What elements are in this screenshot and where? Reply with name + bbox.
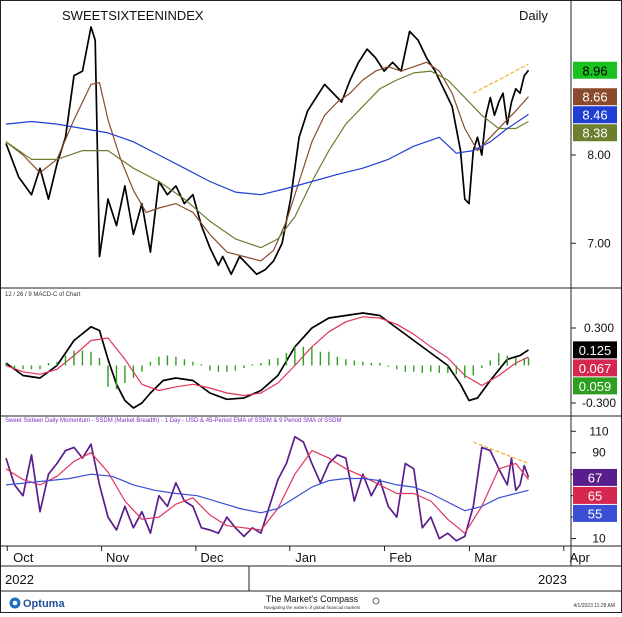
y-tick-label: 7.00: [587, 236, 611, 250]
value-label-text: 0.067: [579, 361, 612, 376]
optuma-logo-text: Optuma: [23, 598, 65, 610]
value-label-text: 8.46: [582, 108, 607, 123]
macd-panel-title: 12 / 26 / 9 MACD-C of Chart: [5, 292, 81, 298]
value-label: 0.059: [573, 377, 617, 395]
y-tick-label: 0.300: [584, 321, 614, 335]
month-label: Dec: [200, 550, 224, 565]
value-label-box: [573, 468, 617, 486]
ssdm-ema_45-line: [5, 473, 529, 514]
compass-icon: [372, 597, 380, 605]
optuma-logo: Optuma: [9, 597, 65, 610]
panel-dividers: [1, 1, 621, 592]
chart-period: Daily: [519, 8, 548, 23]
value-label-text: 0.059: [579, 379, 612, 394]
year-right: 2023: [538, 572, 567, 587]
value-label-text: 8.38: [582, 126, 607, 141]
brand-tagline: Navigating the waters of global financia…: [264, 605, 361, 610]
series-layer: [5, 26, 530, 542]
brand-name: The Market's Compass: [266, 594, 359, 604]
value-label: 8.46: [573, 106, 617, 124]
macd-signal-line: [5, 316, 529, 397]
value-label-box: [573, 124, 617, 142]
value-label: 55: [573, 504, 617, 522]
price-trendline-line: [473, 63, 529, 94]
value-label-text: 0.125: [579, 343, 612, 358]
optuma-logo-dot: [12, 600, 18, 606]
month-label: Feb: [389, 550, 411, 565]
value-label-layer: 8.96 8.66 8.46 8.38 0.125 0.067 0.059 67 65 55: [573, 61, 617, 522]
chart-title: SWEETSIXTEENINDEX: [62, 8, 204, 23]
price-sma_100-line: [5, 113, 529, 196]
y-tick-label: 10: [592, 532, 606, 546]
price-ema_10-line: [5, 61, 529, 262]
ssdm-panel-title: Sweet Sixteen Daily Momentum - SSDM (Mar…: [5, 418, 341, 424]
value-label: 8.38: [573, 124, 617, 142]
value-label-text: 8.66: [582, 90, 607, 105]
year-left: 2022: [5, 572, 34, 587]
value-label-text: 67: [588, 470, 602, 485]
month-label: Apr: [570, 550, 591, 565]
value-label-box: [573, 377, 617, 395]
value-label: 8.66: [573, 88, 617, 106]
value-label: 67: [573, 468, 617, 486]
month-label: Nov: [106, 550, 130, 565]
month-label: Mar: [474, 550, 497, 565]
ssdm-trendline-line: [473, 441, 529, 465]
ssdm-ssdm-line: [5, 435, 530, 542]
value-label-box: [573, 486, 617, 504]
value-label-box: [573, 504, 617, 522]
ssdm-sma_9-line: [5, 450, 529, 534]
value-label: 8.96: [573, 61, 617, 79]
y-tick-label: 90: [592, 446, 606, 460]
price-price-line: [5, 26, 530, 276]
y-tick-label: 110: [589, 424, 608, 438]
value-label-box: [573, 106, 617, 124]
value-label-box: [573, 61, 617, 79]
month-label: Oct: [13, 550, 34, 565]
value-label: 65: [573, 486, 617, 504]
value-label-text: 8.96: [582, 63, 607, 78]
month-label: Jan: [295, 550, 316, 565]
value-label: 0.067: [573, 359, 617, 377]
value-label-text: 55: [588, 506, 602, 521]
timestamp: 4/1/2023 11:28 AM: [573, 603, 615, 609]
value-label-box: [573, 341, 617, 359]
value-label-text: 65: [588, 488, 602, 503]
month-axis: Oct Nov Dec Jan Feb Mar Apr: [6, 546, 591, 565]
value-label: 0.125: [573, 341, 617, 359]
value-label-box: [573, 88, 617, 106]
y-tick-label: -0.300: [582, 396, 616, 410]
value-label-box: [573, 359, 617, 377]
y-tick-label: 8.00: [587, 148, 611, 162]
